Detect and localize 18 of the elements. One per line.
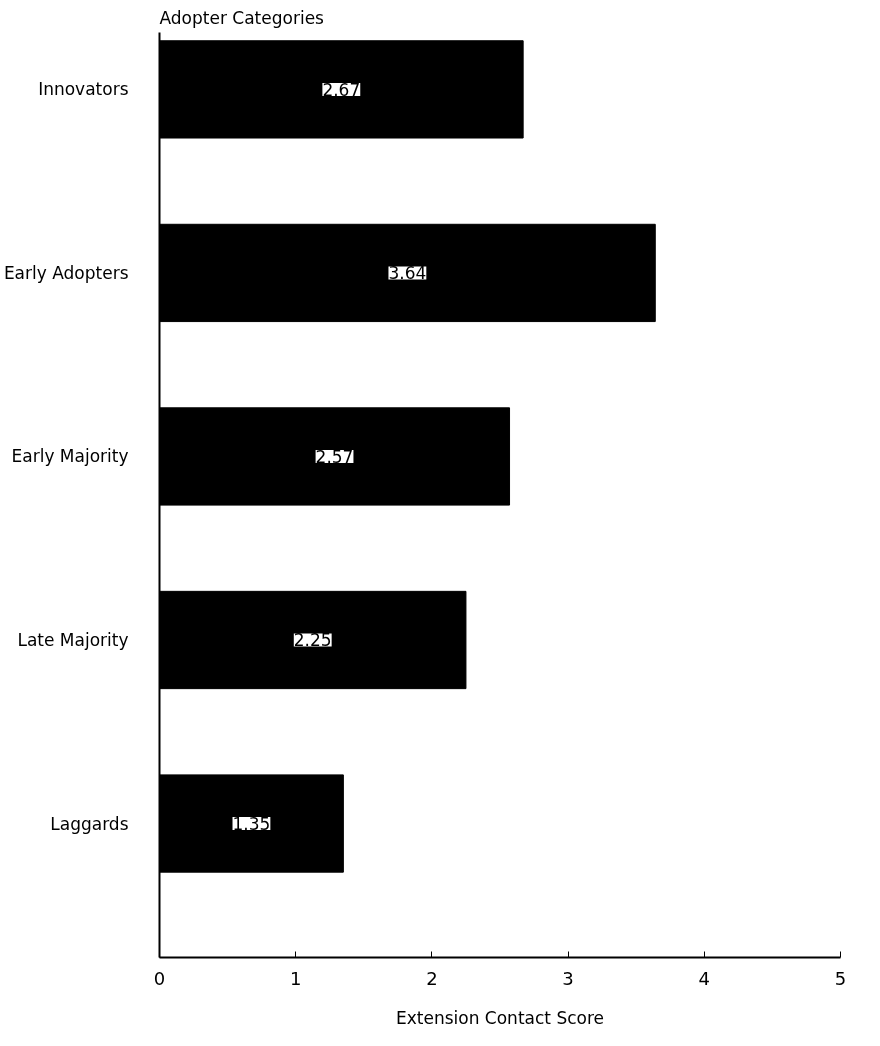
- x-tick-label: 2: [426, 967, 438, 989]
- y-axis-title: Adopter Categories: [159, 7, 325, 28]
- x-axis-title: Extension Contact Score: [395, 1007, 605, 1028]
- y-tick-label: Late Majority: [17, 629, 129, 650]
- y-tick-label: Laggards: [50, 813, 129, 834]
- x-tick-label: 5: [834, 967, 847, 989]
- data-label: 2.25: [293, 630, 332, 651]
- x-tick-label: 1: [289, 967, 302, 989]
- x-tick-label: 0: [153, 967, 166, 989]
- y-tick-label: Early Adopters: [3, 262, 129, 283]
- data-label: 2.67: [322, 79, 361, 100]
- data-label: 2.57: [315, 446, 354, 467]
- x-tick-label: 4: [698, 967, 711, 989]
- data-label: 1.35: [232, 814, 271, 835]
- data-label: 3.64: [388, 263, 427, 284]
- x-tick-label: 3: [562, 967, 574, 989]
- y-tick-label: Innovators: [38, 79, 129, 100]
- y-tick-label: Early Majority: [11, 446, 129, 467]
